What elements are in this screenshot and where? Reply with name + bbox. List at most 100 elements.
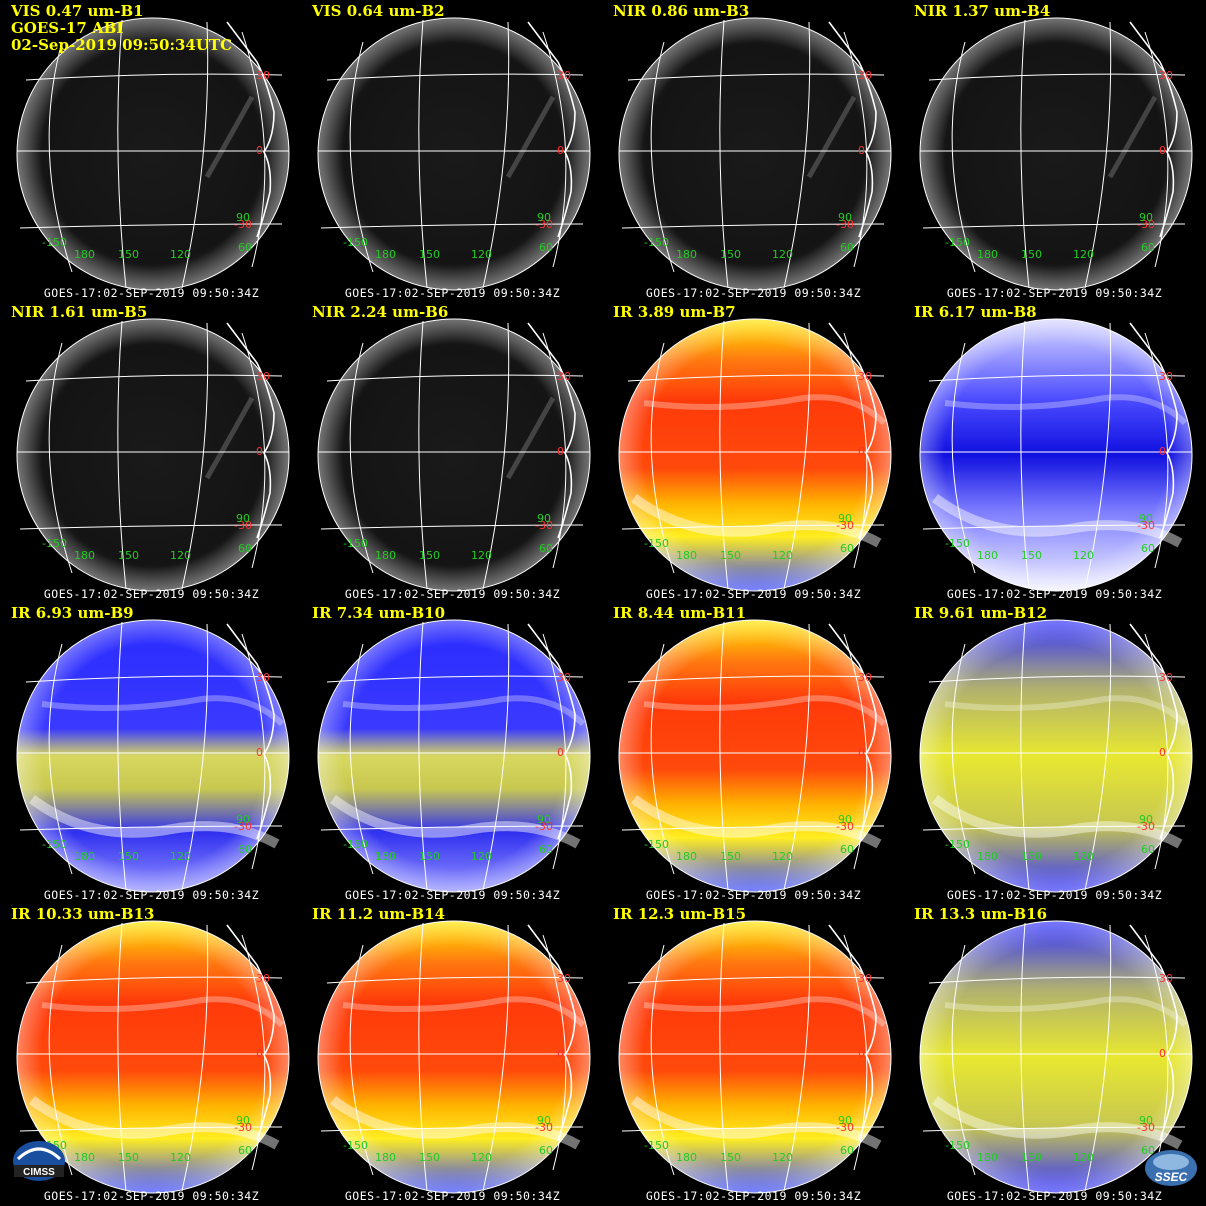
longitude-label: 120 bbox=[471, 248, 492, 261]
coastline bbox=[1129, 21, 1178, 238]
longitude-label: 60 bbox=[539, 542, 553, 555]
meridian-line bbox=[650, 944, 675, 1176]
disk-outline bbox=[618, 17, 892, 291]
longitude-label: -150 bbox=[343, 236, 368, 249]
coastline bbox=[1129, 924, 1178, 1141]
latitude-30s-line bbox=[621, 1126, 885, 1132]
cloud-band bbox=[944, 996, 1188, 1028]
longitude-label: 60 bbox=[539, 241, 553, 254]
earth-disk-image: 30 0 -30 -150 180 150 120 60 90 bbox=[317, 17, 591, 291]
latitude-label: 30 bbox=[858, 671, 872, 684]
longitude-label: 90 bbox=[1139, 211, 1153, 224]
longitude-label: 180 bbox=[74, 549, 95, 562]
latitude-30s-line bbox=[922, 1126, 1186, 1132]
longitude-label: 150 bbox=[1021, 850, 1042, 863]
longitude-label: 180 bbox=[676, 549, 697, 562]
meridian-line bbox=[843, 31, 868, 268]
earth-disk-image: 30 0 -30 -150 180 150 120 60 90 bbox=[317, 318, 591, 592]
cloud-band bbox=[29, 1095, 280, 1150]
meridian-line bbox=[650, 41, 675, 273]
latitude-label: -30 bbox=[535, 218, 553, 231]
latitude-30s-line bbox=[922, 223, 1186, 229]
meridian-line bbox=[719, 320, 729, 590]
meridian-line bbox=[482, 322, 510, 590]
longitude-label: 120 bbox=[772, 248, 793, 261]
longitude-label: 120 bbox=[170, 850, 191, 863]
meridian-line bbox=[349, 342, 374, 574]
band-panel: 30 0 -30 -150 180 150 120 60 90 IR 13.3 um-B16 GOE… bbox=[905, 905, 1204, 1204]
meridian-line bbox=[719, 621, 729, 891]
latitude-30s-line bbox=[621, 825, 885, 831]
cloud-band bbox=[944, 695, 1188, 727]
longitude-label: 120 bbox=[1073, 549, 1094, 562]
latitude-label: -30 bbox=[836, 1121, 854, 1134]
graticule bbox=[618, 17, 892, 291]
longitude-label: 150 bbox=[419, 1151, 440, 1164]
meridian-line bbox=[719, 19, 729, 289]
longitude-label: 150 bbox=[118, 1151, 139, 1164]
meridian-line bbox=[1144, 934, 1169, 1171]
longitude-label: -150 bbox=[945, 838, 970, 851]
coastline bbox=[828, 21, 877, 238]
meridian-line bbox=[783, 924, 811, 1192]
latitude-label: 30 bbox=[1159, 671, 1173, 684]
latitude-label: -30 bbox=[1137, 1121, 1155, 1134]
longitude-label: -150 bbox=[42, 537, 67, 550]
latitude-30s-line bbox=[320, 223, 584, 229]
cloud-band bbox=[342, 695, 586, 727]
longitude-label: 120 bbox=[1073, 850, 1094, 863]
longitude-label: 90 bbox=[537, 512, 551, 525]
latitude-label: 0 bbox=[1159, 445, 1166, 458]
cloud-band bbox=[631, 493, 882, 548]
disk-limb bbox=[318, 620, 590, 892]
coastline bbox=[527, 21, 576, 238]
longitude-label: -150 bbox=[945, 537, 970, 550]
latitude-label: 30 bbox=[557, 671, 571, 684]
disk-outline bbox=[317, 920, 591, 1194]
longitude-label: -150 bbox=[644, 838, 669, 851]
graticule bbox=[317, 920, 591, 1194]
disk-outline bbox=[317, 318, 591, 592]
disk-limb bbox=[17, 921, 289, 1193]
cloud-band bbox=[932, 493, 1183, 548]
latitude-label: 0 bbox=[858, 445, 865, 458]
longitude-label: -150 bbox=[343, 1139, 368, 1152]
latitude-label: -30 bbox=[535, 820, 553, 833]
panel-footer-timestamp: GOES-17:02-SEP-2019 09:50:34Z bbox=[344, 286, 561, 300]
longitude-label: 90 bbox=[537, 1114, 551, 1127]
panel-footer-timestamp: GOES-17:02-SEP-2019 09:50:34Z bbox=[43, 1189, 260, 1203]
disk-outline bbox=[618, 318, 892, 592]
coastline bbox=[527, 924, 576, 1141]
longitude-label: 150 bbox=[118, 248, 139, 261]
latitude-label: 0 bbox=[256, 746, 263, 759]
longitude-label: 180 bbox=[977, 1151, 998, 1164]
meridian-line bbox=[181, 623, 209, 891]
latitude-30n-line bbox=[25, 73, 283, 81]
longitude-label: 60 bbox=[238, 542, 252, 555]
longitude-label: 90 bbox=[236, 813, 250, 826]
longitude-label: 120 bbox=[170, 1151, 191, 1164]
coastline bbox=[226, 21, 275, 238]
meridian-line bbox=[1144, 332, 1169, 569]
longitude-label: 150 bbox=[419, 248, 440, 261]
longitude-label: 180 bbox=[977, 850, 998, 863]
meridian-line bbox=[1020, 922, 1030, 1192]
graticule bbox=[317, 318, 591, 592]
latitude-label: 0 bbox=[557, 1047, 564, 1060]
latitude-label: -30 bbox=[535, 1121, 553, 1134]
latitude-30n-line bbox=[326, 976, 584, 984]
sunglint bbox=[204, 95, 255, 179]
longitude-label: -150 bbox=[343, 537, 368, 550]
earth-disk-image: 30 0 -30 -150 180 150 120 60 90 bbox=[317, 920, 591, 1194]
latitude-label: -30 bbox=[234, 519, 252, 532]
latitude-label: 30 bbox=[256, 370, 270, 383]
meridian-line bbox=[783, 623, 811, 891]
panel-footer-timestamp: GOES-17:02-SEP-2019 09:50:34Z bbox=[645, 587, 862, 601]
longitude-label: 150 bbox=[419, 549, 440, 562]
longitude-label: 120 bbox=[1073, 248, 1094, 261]
coastline bbox=[1129, 322, 1178, 539]
panel-footer-timestamp: GOES-17:02-SEP-2019 09:50:34Z bbox=[43, 587, 260, 601]
band-panel: 30 0 -30 -150 180 150 120 60 90 VIS 0.47 um-B1 GOE… bbox=[2, 2, 301, 301]
latitude-30s-line bbox=[320, 825, 584, 831]
meridian-line bbox=[482, 623, 510, 891]
